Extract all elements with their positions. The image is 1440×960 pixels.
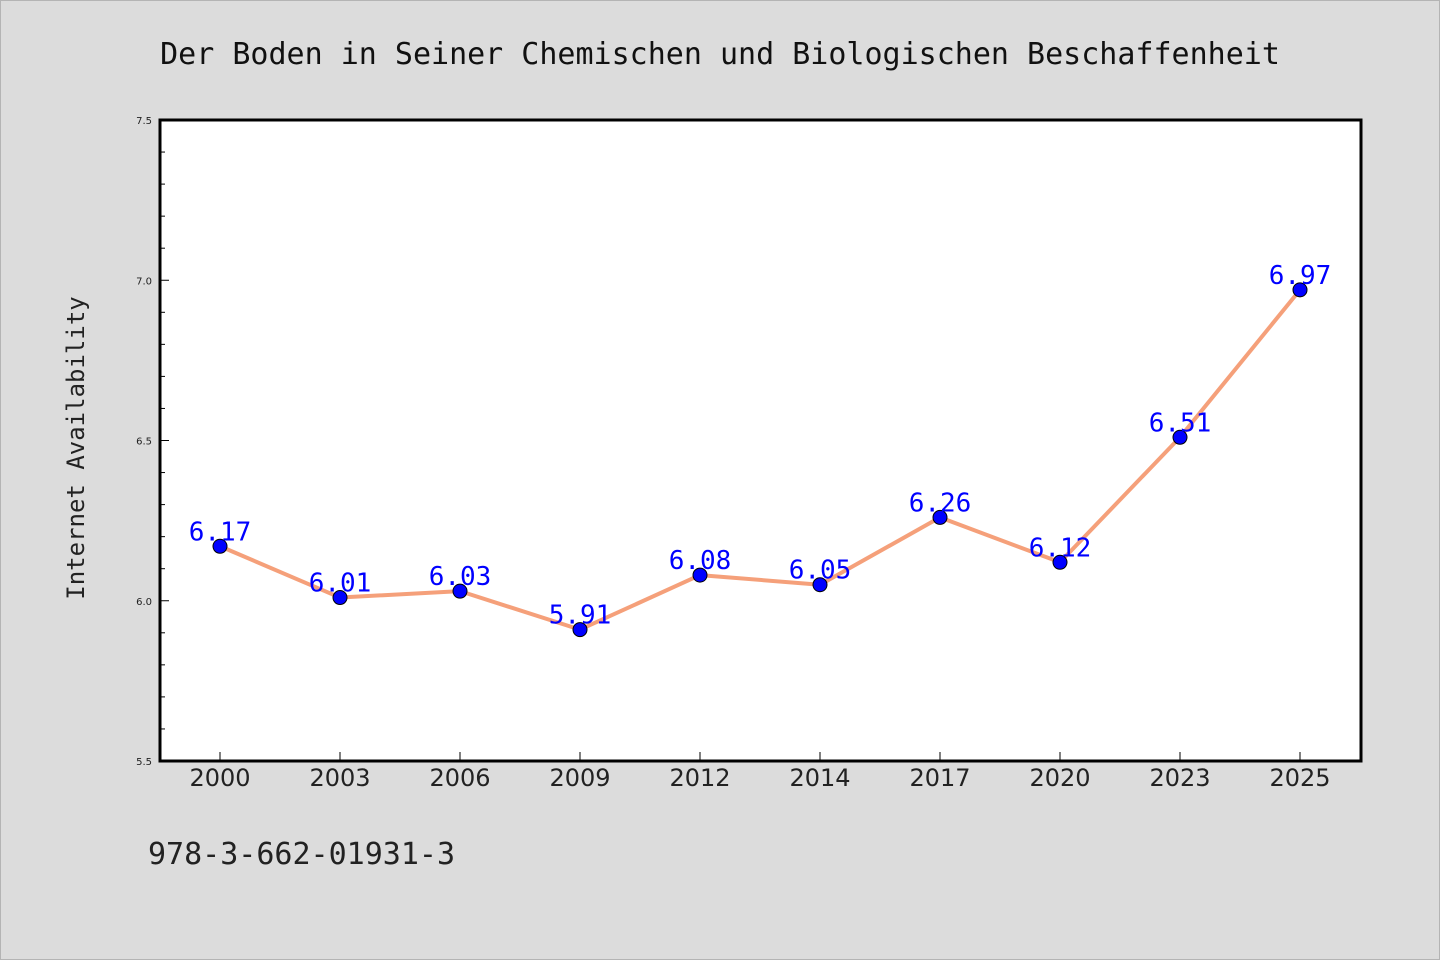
- x-tick-label: 2025: [1269, 764, 1330, 792]
- data-label: 6.26: [909, 488, 972, 518]
- plot-border: [158, 118, 1363, 763]
- x-tick-label: 2017: [909, 764, 970, 792]
- y-tick-label: 7.0: [136, 276, 152, 287]
- data-point: [212, 538, 228, 554]
- data-point: [692, 567, 708, 583]
- chart-title: Der Boden in Seiner Chemischen und Biolo…: [160, 37, 1280, 72]
- data-point: [572, 622, 588, 638]
- series-line: [219, 288, 1302, 632]
- data-point: [332, 590, 348, 606]
- data-point: [812, 577, 828, 593]
- data-label: 6.08: [669, 546, 732, 576]
- data-label: 6.12: [1029, 533, 1092, 563]
- data-point: [452, 583, 468, 599]
- data-point: [1172, 429, 1188, 445]
- data-label: 6.05: [789, 556, 852, 586]
- y-axis-label: Internet Availability: [62, 296, 90, 599]
- plot-area: [160, 120, 1361, 761]
- x-axis: 2000 2003 2006 2009 2012 2014 2017 2020 2023 2025: [189, 752, 1331, 792]
- data-label: 6.17: [189, 517, 252, 547]
- data-point: [932, 509, 948, 525]
- y-tick-label: 5.5: [136, 757, 152, 768]
- x-tick-label: 2023: [1149, 764, 1210, 792]
- data-label: 6.51: [1149, 408, 1212, 438]
- y-tick-label: 6.5: [136, 437, 152, 448]
- x-tick-label: 2006: [429, 764, 490, 792]
- x-tick-label: 2009: [549, 764, 610, 792]
- isbn-text: 978-3-662-01931-3: [148, 837, 455, 872]
- x-tick-label: 2012: [669, 764, 730, 792]
- data-label: 6.97: [1269, 261, 1332, 291]
- x-tick-label: 2014: [789, 764, 850, 792]
- x-tick-label: 2000: [189, 764, 250, 792]
- data-label: 6.01: [309, 569, 372, 599]
- data-point: [1292, 282, 1308, 298]
- x-tick-label: 2020: [1029, 764, 1090, 792]
- y-tick-label: 6.0: [136, 597, 152, 608]
- x-tick-label: 2003: [309, 764, 370, 792]
- data-label: 6.03: [429, 562, 492, 592]
- data-point: [1052, 554, 1068, 570]
- series: 6.17 6.01 6.03 5.91 6.08 6.05 6.26 6.12 6.51 6.97: [189, 261, 1332, 638]
- data-label: 5.91: [549, 601, 612, 631]
- y-tick-label: 7.5: [136, 116, 152, 127]
